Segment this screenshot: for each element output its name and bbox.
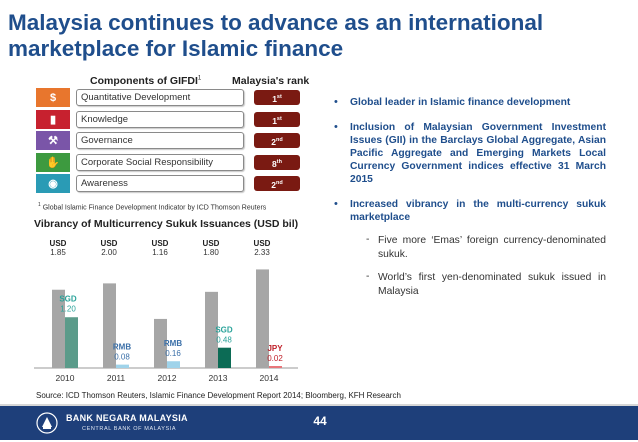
bnm-logo-icon: [36, 412, 58, 434]
other-bar: [116, 364, 129, 368]
other-bar: [269, 366, 282, 368]
other-bar: [167, 361, 180, 368]
rank-header: Malaysia's rank: [232, 75, 310, 87]
usd-series-label: USD: [203, 239, 220, 248]
rank-suffix: nd: [276, 180, 283, 186]
component-row: ▮ Knowledge 1st: [36, 109, 312, 129]
rank-badge: 8th: [254, 154, 300, 170]
sub-bullet-item: - World’s first yen-denominated sukuk iss…: [350, 271, 606, 298]
rank-suffix: st: [276, 115, 282, 122]
bullet-list: • Global leader in Islamic finance develo…: [334, 96, 606, 310]
usd-bar: [103, 283, 116, 368]
rank-badge: 2nd: [254, 133, 300, 148]
sub-bullet-text: Five more ‘Emas’ foreign currency-denomi…: [378, 235, 606, 260]
bullet-text: Global leader in Islamic finance develop…: [350, 97, 571, 108]
dollar-icon: $: [36, 88, 70, 107]
usd-bar: [205, 291, 218, 368]
category-tick-label: 2014: [260, 373, 279, 383]
rank-suffix: th: [276, 158, 282, 165]
bullet-dot-icon: •: [334, 96, 338, 108]
bullet-item: • Global leader in Islamic finance develo…: [334, 96, 606, 109]
footer-rule: [0, 404, 638, 407]
book-icon: ▮: [36, 109, 70, 129]
source-note: Source: ICD Thomson Reuters, Islamic Fin…: [36, 391, 401, 400]
title-line-1: Malaysia continues to advance as an inte…: [8, 10, 544, 35]
component-row: ⚒ Governance 2nd: [36, 131, 312, 150]
usd-value-label: 2.00: [101, 248, 117, 257]
chart-title: Vibrancy of Multicurrency Sukuk Issuance…: [34, 218, 299, 230]
currency-value-label: 0.08: [114, 353, 130, 362]
rank-value: 1: [272, 93, 277, 104]
usd-bar: [154, 318, 167, 368]
usd-series-label: USD: [50, 239, 67, 248]
component-label: Awareness: [76, 175, 244, 192]
component-row: ✋ Corporate Social Responsibility 8th: [36, 152, 312, 172]
bnm-subname: CENTRAL BANK OF MALAYSIA: [82, 426, 177, 432]
rank-suffix: st: [276, 94, 282, 100]
slide-title: Malaysia continues to advance as an inte…: [8, 10, 628, 62]
usd-series-label: USD: [101, 239, 118, 248]
usd-series-label: USD: [254, 239, 271, 248]
component-row: ◉ Awareness 2nd: [36, 174, 312, 193]
rank-badge: 1st: [254, 111, 300, 127]
bullet-text: Increased vibrancy in the multi-currency…: [350, 199, 606, 223]
usd-value-label: 2.33: [254, 248, 270, 257]
rank-value: 1: [272, 115, 277, 126]
components-header-sup: 1: [197, 75, 202, 82]
footer: BANK NEGARA MALAYSIA CENTRAL BANK OF MAL…: [0, 404, 638, 442]
bullet-text: Inclusion of Malaysian Government Invest…: [350, 122, 606, 185]
component-label: Governance: [76, 132, 244, 149]
category-tick-label: 2013: [209, 373, 228, 383]
dash-icon: -: [366, 234, 370, 245]
currency-value-label: 0.02: [267, 354, 283, 363]
currency-label: SGD: [215, 326, 233, 335]
category-tick-label: 2011: [107, 373, 126, 383]
currency-label: RMB: [113, 343, 131, 352]
rank-value: 2: [271, 136, 276, 147]
component-label: Corporate Social Responsibility: [76, 153, 244, 171]
gavel-icon: ⚒: [36, 131, 70, 150]
rank-value: 8: [272, 158, 277, 169]
usd-bar: [52, 289, 65, 368]
usd-series-label: USD: [152, 239, 169, 248]
usd-bar: [256, 269, 269, 368]
bullet-dot-icon: •: [334, 121, 338, 133]
usd-value-label: 1.80: [203, 248, 219, 257]
other-bar: [65, 317, 78, 368]
category-tick-label: 2010: [56, 373, 75, 383]
usd-value-label: 1.85: [50, 248, 66, 257]
broadcast-icon: ◉: [36, 174, 70, 193]
rank-badge: 1st: [254, 90, 300, 105]
bullet-item: • Inclusion of Malaysian Government Inves…: [334, 121, 606, 186]
currency-label: JPY: [267, 344, 283, 353]
currency-label: SGD: [59, 295, 77, 304]
page-number: 44: [313, 414, 327, 428]
currency-value-label: 0.16: [165, 349, 181, 358]
component-row: $ Quantitative Development 1st: [36, 88, 312, 107]
bnm-name: BANK NEGARA MALAYSIA: [66, 413, 188, 423]
title-line-2: marketplace for Islamic finance: [8, 36, 344, 61]
dash-icon: -: [366, 271, 370, 282]
footnote: 1 Global Islamic Finance Development Ind…: [38, 202, 267, 212]
footer-band: [0, 406, 638, 440]
rank-suffix: nd: [276, 137, 283, 143]
usd-value-label: 1.16: [152, 248, 168, 257]
component-label: Knowledge: [76, 110, 244, 128]
currency-value-label: 1.20: [60, 305, 76, 314]
rank-badge: 2nd: [254, 176, 300, 191]
sukuk-chart: USD1.85SGD1.202010USD2.00RMB0.082011USD1…: [34, 239, 298, 383]
rank-value: 2: [271, 179, 276, 190]
sub-bullet-item: - Five more ‘Emas’ foreign currency-denom…: [350, 234, 606, 261]
bullet-item: • Increased vibrancy in the multi-currenc…: [334, 198, 606, 298]
other-bar: [218, 347, 231, 368]
currency-value-label: 0.48: [216, 336, 232, 345]
sub-bullet-text: World’s first yen-denominated sukuk issu…: [378, 272, 606, 297]
currency-label: RMB: [164, 339, 182, 348]
category-tick-label: 2012: [158, 373, 177, 383]
component-label: Quantitative Development: [76, 89, 244, 106]
bullet-dot-icon: •: [334, 198, 338, 210]
components-header: Components of GIFDI1: [90, 75, 202, 87]
hands-icon: ✋: [36, 152, 70, 172]
